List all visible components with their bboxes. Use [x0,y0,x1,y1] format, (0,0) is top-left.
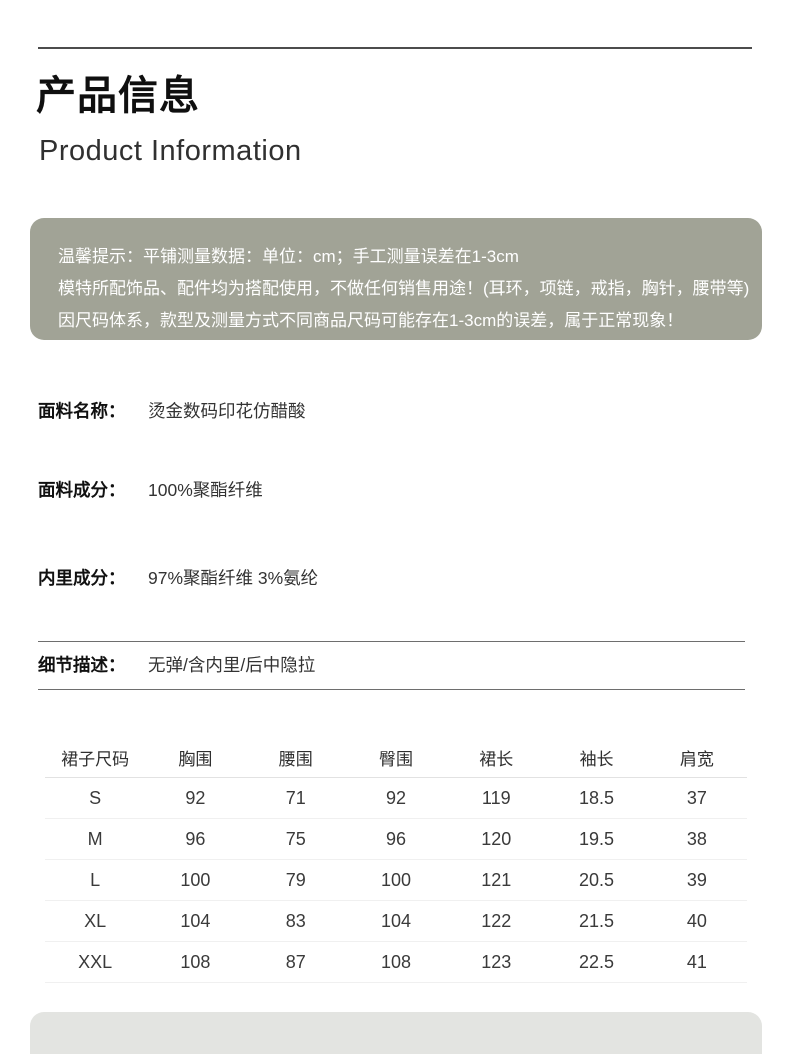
size-table-row-xl: XL 104 83 104 122 21.5 40 [45,901,747,942]
detail-description-band: 细节描述： 无弹/含内里/后中隐拉 [38,641,745,690]
fabric-composition-label: 面料成分： [38,480,126,500]
size-table-header-cell: 裙子尺码 [61,749,130,769]
page-subtitle: Product Information [39,135,302,167]
size-table-cell: 19.5 [579,828,615,849]
page-title: 产品信息 [36,74,200,118]
size-table-cell: 21.5 [579,910,615,931]
size-table-cell: 40 [686,910,707,931]
size-table-row-m: M 96 75 96 120 19.5 38 [45,819,747,860]
fabric-composition-row: 面料成分： 100%聚酯纤维 [38,478,263,502]
size-table-cell: 108 [180,951,211,972]
size-table-cell: 83 [285,910,306,931]
size-table-cell: 79 [285,869,306,890]
size-table-cell: 121 [481,869,512,890]
lining-composition-value: 97%聚酯纤维 3%氨纶 [148,568,319,588]
size-table-cell: 37 [686,787,707,808]
size-table-cell: M [87,828,103,849]
size-table-header-cell: 裙长 [479,749,514,769]
size-table-cell: 119 [481,787,511,808]
size-table-cell: 39 [686,869,707,890]
tips-line: 因尺码体系，款型及测量方式不同商品尺码可能存在1-3cm的误差，属于正常现象！ [58,311,684,330]
size-table-cell: 123 [481,951,512,972]
size-table-cell: 87 [285,951,306,972]
size-table-cell: XXL [78,951,113,972]
size-table-header-cell: 臀围 [378,749,413,769]
detail-description-label: 细节描述： [38,655,126,675]
size-table-cell: 71 [285,787,306,808]
size-table-cell: S [89,787,102,808]
lining-composition-row: 内里成分： 97%聚酯纤维 3%氨纶 [38,566,318,590]
size-table-cell: 104 [180,910,211,931]
size-table-cell: 100 [380,869,412,890]
size-table-cell: 22.5 [579,951,615,972]
top-divider-rule [38,47,752,49]
size-table-header-cell: 肩宽 [679,749,714,769]
size-table-cell: 120 [481,828,512,849]
fabric-name-value: 烫金数码印花仿醋酸 [148,401,306,421]
lining-composition-label: 内里成分： [38,568,126,588]
size-table-header-row: 裙子尺码 胸围 腰围 臀围 裙长 袖长 肩宽 [45,737,747,778]
size-table-cell: 92 [385,787,406,808]
size-table: 裙子尺码 胸围 腰围 臀围 裙长 袖长 肩宽 S 92 71 92 119 18… [45,737,747,983]
measurement-tips-box: 温馨提示：平铺测量数据：单位：cm；手工测量误差在1-3cm 模特所配饰品、配件… [30,218,762,340]
fabric-name-row: 面料名称： 烫金数码印花仿醋酸 [38,399,306,423]
fabric-composition-value: 100%聚酯纤维 [148,480,263,500]
size-table-cell: XL [84,910,107,931]
tips-line: 模特所配饰品、配件均为搭配使用，不做任何销售用途！(耳环，项链，戒指，胸针，腰带… [58,279,750,298]
tips-line: 温馨提示：平铺测量数据：单位：cm；手工测量误差在1-3cm [58,247,519,266]
size-table-cell: 18.5 [579,787,615,808]
size-table-cell: 100 [180,869,211,890]
size-table-cell: 122 [481,910,512,931]
size-table-cell: 104 [380,910,412,931]
size-table-cell: 96 [185,828,206,849]
next-section-edge [30,1012,762,1054]
size-table-cell: 41 [686,951,707,972]
size-table-header-cell: 胸围 [178,749,213,769]
size-table-cell: 75 [285,828,306,849]
size-table-row-xxl: XXL 108 87 108 123 22.5 41 [45,942,747,983]
size-table-header-cell: 袖长 [579,749,614,769]
size-table-row-l: L 100 79 100 121 20.5 39 [45,860,747,901]
size-table-cell: L [90,869,101,890]
size-table-cell: 38 [686,828,707,849]
size-table-header-cell: 腰围 [278,749,313,769]
detail-description-value: 无弹/含内里/后中隐拉 [148,655,316,675]
size-table-cell: 20.5 [579,869,615,890]
fabric-name-label: 面料名称： [38,401,126,421]
size-table-cell: 92 [185,787,206,808]
size-table-row-s: S 92 71 92 119 18.5 37 [45,778,747,819]
size-table-cell: 96 [385,828,406,849]
size-table-cell: 108 [380,951,412,972]
